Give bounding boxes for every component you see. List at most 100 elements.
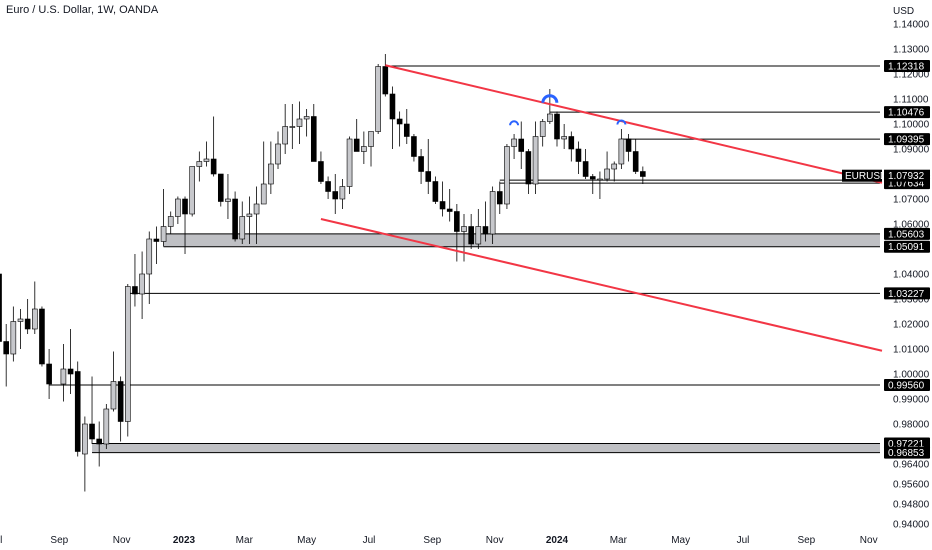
- time-tick-label: 2024: [546, 535, 569, 546]
- candle-body: [589, 176, 596, 180]
- bull-candle: [346, 136, 353, 194]
- candle-body: [260, 183, 267, 205]
- price-level-badge: [884, 379, 930, 391]
- price-level-badge-text: 1.07634: [888, 179, 925, 190]
- bear-candle: [439, 181, 446, 217]
- candle-body: [89, 423, 95, 440]
- channel-lower-trendline: [320, 218, 883, 352]
- candle-body: [217, 173, 224, 202]
- bear-candle: [454, 204, 460, 262]
- time-tick-label: Sep: [50, 535, 68, 546]
- candles-layer: [0, 54, 646, 492]
- price-tick-label: 1.12000: [893, 70, 930, 81]
- price-tick-label: 1.11000: [893, 95, 929, 106]
- candle-body: [117, 381, 124, 422]
- price-level-badge-text: 1.09395: [888, 135, 925, 146]
- bull-candle: [160, 189, 167, 247]
- bull-candle: [139, 251, 145, 319]
- price-tick-label: 1.14000: [893, 20, 930, 31]
- bear-candle: [325, 176, 331, 199]
- candle-body: [418, 156, 424, 172]
- bear-candle: [425, 139, 432, 194]
- candle-body: [582, 161, 589, 177]
- price-tick-label: 1.07000: [893, 195, 930, 206]
- candle-body: [182, 198, 188, 215]
- bear-candle: [632, 139, 639, 174]
- bull-candle: [361, 131, 367, 164]
- candle-body: [432, 181, 439, 202]
- candle-body: [232, 198, 238, 240]
- candle-body: [268, 163, 274, 185]
- candle-body: [554, 113, 560, 140]
- candle-body: [446, 208, 453, 212]
- candle-body: [511, 138, 517, 147]
- bull-candle: [339, 179, 346, 209]
- bear-candle: [89, 376, 95, 444]
- candle-body: [146, 238, 153, 275]
- time-tick-label: Sep: [423, 535, 441, 546]
- bull-candle: [260, 141, 267, 205]
- bull-candle: [611, 161, 618, 182]
- candle-body: [103, 408, 110, 445]
- support-zone: [163, 233, 880, 247]
- chart-title: Euro / U.S. Dollar, 1W, OANDA: [6, 4, 159, 16]
- price-level-badge: [884, 227, 930, 240]
- bull-candle: [532, 121, 539, 194]
- bull-candle: [196, 151, 203, 182]
- time-tick-label: Jul: [363, 535, 376, 546]
- candle-body: [525, 151, 532, 185]
- candle-body: [403, 123, 410, 137]
- candle-body: [475, 226, 482, 245]
- bull-candle: [375, 64, 381, 134]
- candle-body: [389, 93, 396, 120]
- candle-body: [439, 201, 446, 210]
- bear-candle: [403, 109, 410, 144]
- candle-body: [153, 238, 160, 242]
- candle-body: [604, 168, 610, 180]
- bear-candle: [332, 174, 339, 214]
- candle-body: [132, 286, 138, 295]
- bull-candle: [597, 171, 603, 199]
- candle-body: [139, 273, 145, 295]
- candle-body: [496, 191, 503, 205]
- bull-candle: [124, 284, 131, 437]
- price-tick-label: 1.04000: [893, 270, 930, 281]
- bear-candle: [39, 306, 45, 367]
- bull-candle: [225, 174, 231, 219]
- candle-body: [46, 363, 52, 385]
- price-level-badge: [884, 133, 930, 146]
- bear-candle: [318, 151, 324, 184]
- time-tick-label: Jul: [0, 535, 2, 546]
- candle-body: [203, 158, 210, 162]
- candle-body: [375, 66, 381, 132]
- candle-body: [332, 191, 339, 200]
- price-tick-label: 0.96400: [893, 460, 930, 471]
- candle-body: [67, 368, 74, 375]
- bull-candle: [110, 351, 117, 412]
- arc-left-marker: [509, 120, 520, 126]
- bear-candle: [482, 201, 489, 242]
- price-tick-label: 1.06000: [893, 220, 930, 231]
- price-level-badge: [884, 60, 930, 73]
- zones-layer: [92, 233, 880, 453]
- bull-candle: [604, 151, 610, 182]
- bear-candle: [640, 166, 646, 184]
- price-level-badge-text: 1.05091: [888, 242, 925, 253]
- last-price-badge-text: 1.07932: [888, 171, 925, 182]
- candle-body: [24, 318, 31, 330]
- symbol-badge: [842, 169, 882, 182]
- candle-body: [289, 126, 296, 128]
- candle-body: [167, 216, 174, 227]
- price-level-badge: [884, 437, 930, 450]
- bull-candle: [289, 104, 296, 149]
- candle-body: [396, 118, 403, 125]
- bull-candle: [239, 201, 246, 244]
- bull-candle: [489, 186, 496, 244]
- bear-candle: [232, 191, 238, 242]
- bull-candle: [275, 131, 281, 169]
- last-price-badge: [884, 169, 930, 182]
- bear-candle: [96, 421, 102, 467]
- candle-body: [110, 381, 117, 410]
